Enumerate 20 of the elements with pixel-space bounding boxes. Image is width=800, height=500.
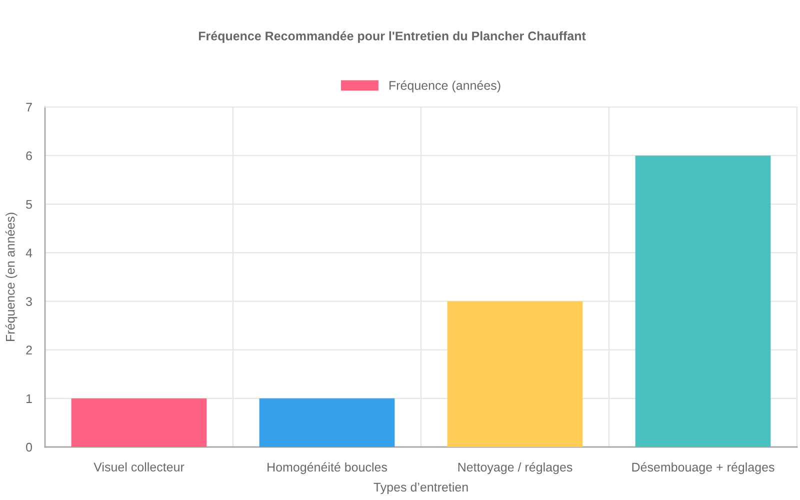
x-tick-label: Désembouage + réglages [632, 462, 774, 474]
y-tick-label: 0 [26, 442, 32, 452]
chart-title: Fréquence Recommandée pour l'Entretien du Plancher Chauffant [198, 31, 586, 43]
bar [259, 398, 395, 447]
x-tick-label: Nettoyage / réglages [458, 462, 572, 474]
x-tick-label: Homogénéité boucles [268, 462, 388, 474]
x-tick-label: Visuel collecteur [94, 462, 184, 472]
y-tick-label: 5 [26, 200, 32, 209]
y-tick-label: 6 [26, 151, 32, 160]
bar [447, 301, 583, 447]
legend-label: Fréquence (années) [389, 80, 500, 92]
y-axis-title: Fréquence (en années) [5, 212, 18, 341]
y-tick-label: 4 [26, 248, 32, 258]
y-tick-label: 1 [26, 394, 32, 403]
y-tick-label: 2 [26, 346, 32, 354]
x-axis-title: Types d’entretien [374, 482, 468, 494]
y-tick-label: 3 [26, 297, 32, 306]
bar [635, 156, 771, 447]
y-tick-label: 7 [26, 102, 32, 112]
bar [71, 398, 207, 447]
